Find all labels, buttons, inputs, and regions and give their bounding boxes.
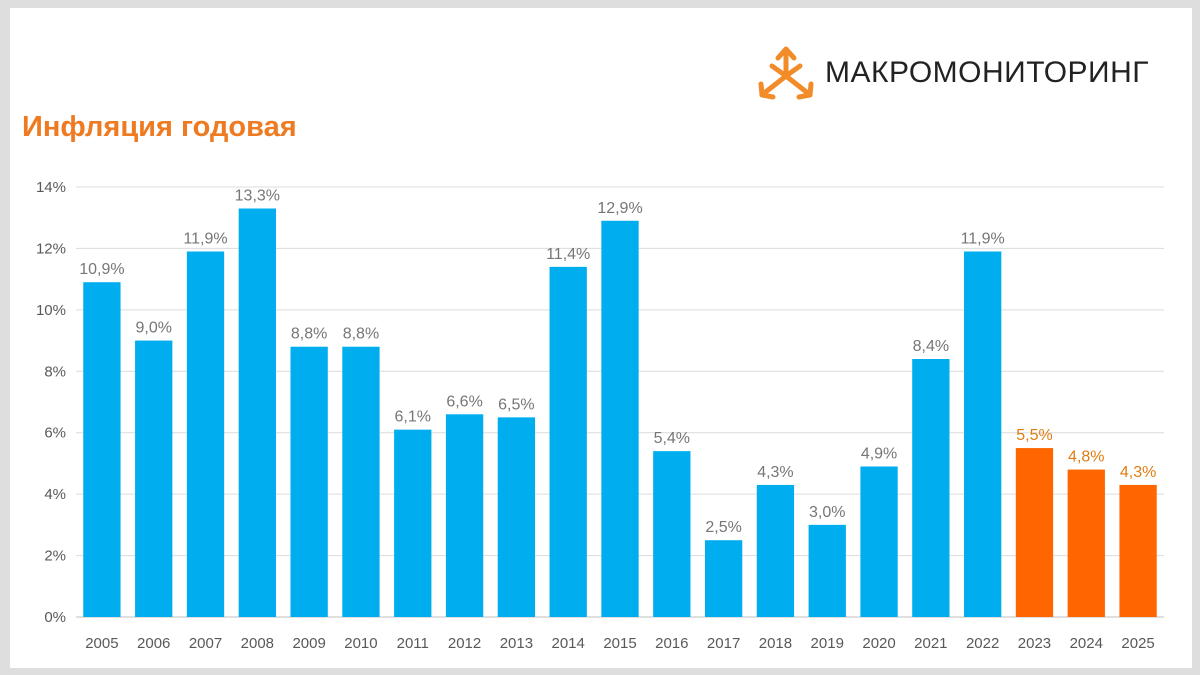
y-tick-label: 14% bbox=[36, 179, 66, 196]
bar bbox=[394, 429, 432, 617]
data-label: 8,4% bbox=[913, 338, 949, 355]
data-label: 2,5% bbox=[705, 519, 741, 536]
chart-title: Инфляция годовая bbox=[22, 111, 297, 143]
bar bbox=[704, 540, 743, 617]
bar bbox=[497, 417, 536, 617]
x-tick-label: 2015 bbox=[603, 635, 636, 652]
x-tick-label: 2009 bbox=[292, 635, 325, 652]
y-tick-label: 10% bbox=[36, 302, 66, 319]
data-label: 5,4% bbox=[654, 430, 690, 447]
brand-name: МАКРОМОНИТОРИНГ bbox=[825, 56, 1150, 89]
x-tick-label: 2011 bbox=[397, 635, 429, 652]
x-tick-label: 2010 bbox=[344, 635, 377, 652]
x-tick-label: 2023 bbox=[1018, 635, 1051, 652]
y-tick-label: 8% bbox=[44, 363, 66, 380]
x-tick-label: 2022 bbox=[966, 635, 999, 652]
x-tick-label: 2020 bbox=[862, 635, 895, 652]
x-tick-label: 2017 bbox=[707, 635, 740, 652]
y-tick-label: 6% bbox=[44, 425, 66, 442]
bar bbox=[238, 208, 276, 617]
bar bbox=[601, 220, 639, 618]
x-tick-label: 2013 bbox=[500, 635, 533, 652]
x-tick-label: 2014 bbox=[552, 635, 585, 652]
bar bbox=[756, 484, 795, 617]
y-tick-label: 0% bbox=[44, 609, 66, 626]
x-tick-label: 2016 bbox=[655, 635, 688, 652]
bar bbox=[342, 346, 380, 617]
bar bbox=[290, 346, 328, 617]
data-label: 4,3% bbox=[757, 464, 793, 481]
bar bbox=[549, 266, 587, 617]
x-tick-label: 2008 bbox=[241, 635, 274, 652]
bar bbox=[83, 282, 121, 617]
data-label: 4,3% bbox=[1120, 464, 1156, 481]
y-tick-label: 2% bbox=[44, 548, 66, 565]
data-label: 4,8% bbox=[1068, 449, 1104, 466]
bar bbox=[653, 451, 691, 617]
data-label: 9,0% bbox=[135, 320, 171, 337]
x-tick-label: 2005 bbox=[85, 635, 118, 652]
data-label: 6,5% bbox=[498, 396, 534, 413]
bar bbox=[860, 466, 898, 617]
x-tick-label: 2025 bbox=[1121, 635, 1154, 652]
bar bbox=[1015, 448, 1054, 617]
data-label: 8,8% bbox=[343, 326, 379, 343]
bar bbox=[135, 340, 173, 617]
bar bbox=[186, 251, 225, 617]
data-label: 12,9% bbox=[597, 200, 642, 217]
data-label: 13,3% bbox=[235, 188, 280, 205]
data-label: 11,9% bbox=[183, 231, 227, 248]
bar bbox=[1067, 469, 1105, 617]
bar bbox=[912, 359, 950, 617]
brand-logo: МАКРОМОНИТОРИНГ bbox=[755, 44, 1149, 102]
data-label: 5,5% bbox=[1016, 427, 1052, 444]
x-tick-label: 2021 bbox=[914, 635, 947, 652]
data-label: 6,6% bbox=[446, 393, 482, 410]
x-tick-label: 2018 bbox=[759, 635, 792, 652]
x-tick-label: 2012 bbox=[448, 635, 481, 652]
x-tick-label: 2019 bbox=[811, 635, 844, 652]
data-label: 3,0% bbox=[809, 504, 845, 521]
x-tick-label: 2024 bbox=[1070, 635, 1103, 652]
bar bbox=[964, 251, 1002, 617]
data-label: 6,1% bbox=[395, 409, 431, 426]
y-tick-label: 12% bbox=[36, 240, 66, 257]
x-tick-label: 2006 bbox=[137, 635, 170, 652]
data-label: 11,9% bbox=[961, 231, 1005, 248]
bar bbox=[445, 414, 484, 617]
y-tick-label: 4% bbox=[44, 486, 66, 503]
x-tick-label: 2007 bbox=[189, 635, 222, 652]
bar bbox=[1119, 484, 1157, 617]
data-label: 11,4% bbox=[546, 246, 590, 263]
data-label: 8,8% bbox=[291, 326, 327, 343]
data-label: 4,9% bbox=[861, 446, 897, 463]
bar bbox=[808, 524, 846, 617]
tri-arrow-logo-icon bbox=[758, 46, 814, 100]
data-label: 10,9% bbox=[79, 261, 124, 278]
